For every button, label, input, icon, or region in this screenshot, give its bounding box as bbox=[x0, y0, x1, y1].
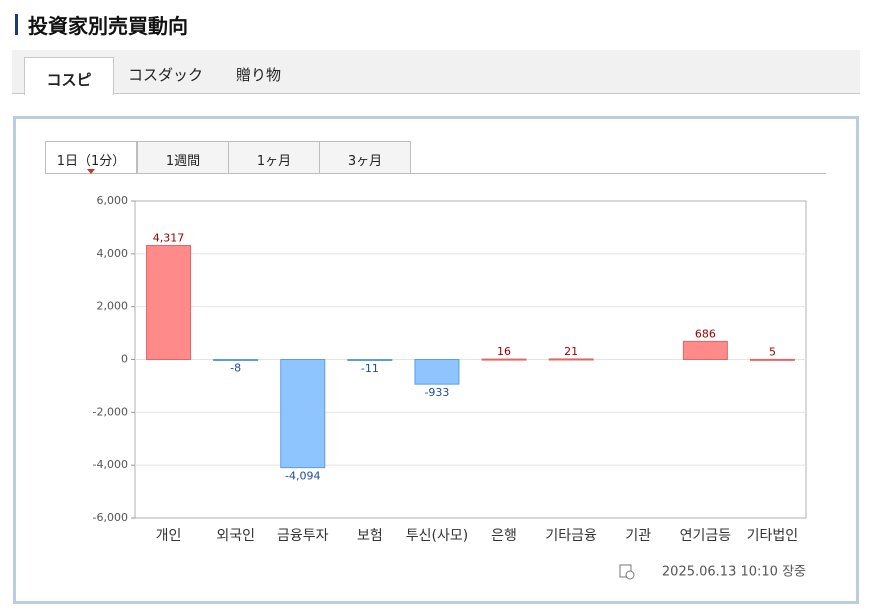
y-tick-label: 2,000 bbox=[97, 300, 129, 313]
period-tab[interactable]: 1日（1分） bbox=[45, 141, 137, 173]
x-tick-label: 외국인 bbox=[216, 528, 255, 544]
clock-icon bbox=[619, 564, 635, 580]
period-tab[interactable]: 1週間 bbox=[137, 141, 229, 173]
x-tick-label: 기타법인 bbox=[747, 528, 799, 544]
value-label: 16 bbox=[497, 345, 511, 358]
bar bbox=[414, 359, 460, 385]
value-label: 5 bbox=[769, 345, 776, 358]
tab[interactable]: 贈り物 bbox=[236, 66, 282, 84]
x-tick-label: 금융투자 bbox=[277, 528, 329, 544]
bar bbox=[481, 358, 527, 361]
value-label: 686 bbox=[695, 327, 716, 340]
x-tick-label: 투신(사모) bbox=[406, 528, 468, 544]
x-tick-label: 보험 bbox=[357, 528, 383, 544]
period-tab[interactable]: 3ヶ月 bbox=[319, 141, 411, 173]
value-label: -8 bbox=[230, 362, 241, 375]
x-tick-label: 은행 bbox=[491, 528, 517, 544]
y-tick-label: 6,000 bbox=[97, 194, 129, 207]
active-marker bbox=[87, 169, 95, 174]
timestamp: 2025.06.13 10:10 장중 bbox=[662, 565, 806, 580]
bar bbox=[213, 359, 259, 361]
bar bbox=[548, 358, 594, 361]
tab[interactable]: コスダック bbox=[128, 66, 204, 84]
y-tick-label: -2,000 bbox=[93, 405, 128, 418]
x-tick-label: 개인 bbox=[156, 528, 182, 544]
value-label: -933 bbox=[424, 386, 449, 399]
value-label: -11 bbox=[361, 362, 379, 375]
value-label: 4,317 bbox=[153, 231, 185, 244]
page-title: 投資家別売買動向 bbox=[28, 14, 188, 38]
bar bbox=[146, 244, 192, 360]
title-bar bbox=[15, 14, 18, 35]
y-tick-label: -6,000 bbox=[93, 511, 128, 524]
value-label: -4,094 bbox=[285, 470, 320, 483]
bar bbox=[347, 359, 393, 361]
y-tick-label: 0 bbox=[121, 353, 128, 366]
tab-bar bbox=[12, 50, 860, 94]
y-tick-label: 4,000 bbox=[97, 247, 129, 260]
bar bbox=[280, 359, 326, 469]
x-tick-label: 기관 bbox=[625, 528, 651, 544]
period-tab[interactable]: 1ヶ月 bbox=[228, 141, 320, 173]
tab[interactable]: コスピ bbox=[24, 57, 114, 95]
bar bbox=[682, 340, 728, 361]
bar bbox=[749, 358, 795, 361]
y-tick-label: -4,000 bbox=[93, 458, 128, 471]
value-label: 21 bbox=[564, 345, 578, 358]
panel bbox=[13, 116, 859, 604]
x-tick-label: 기타금융 bbox=[545, 528, 597, 544]
tab-line bbox=[45, 173, 826, 174]
x-tick-label: 연기금등 bbox=[680, 528, 732, 544]
